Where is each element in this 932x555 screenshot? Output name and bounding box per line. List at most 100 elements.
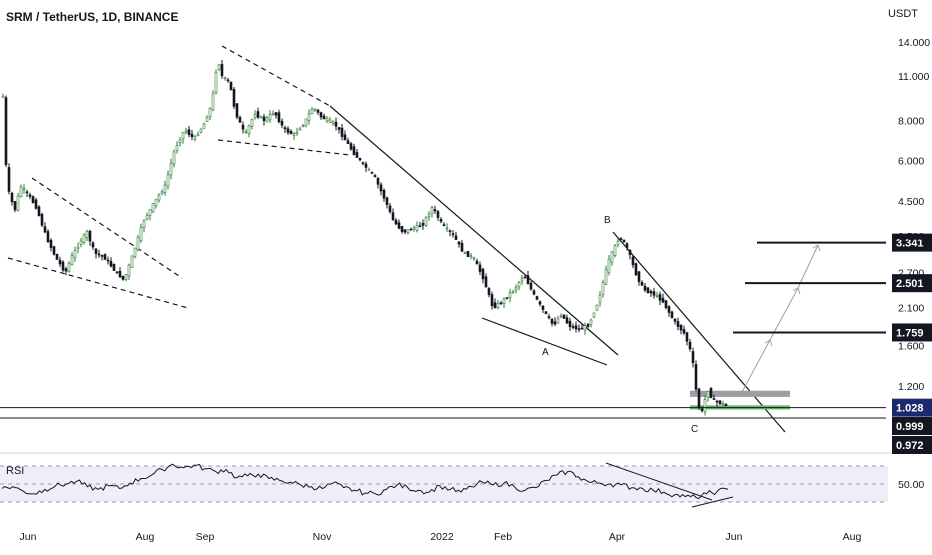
candle-body <box>658 294 662 301</box>
candle-body <box>262 116 266 121</box>
date-tick-label: Sep <box>196 531 215 543</box>
candle-body <box>652 291 656 296</box>
candle-body <box>220 64 224 77</box>
candle-body <box>376 178 380 185</box>
candle-body <box>403 229 407 233</box>
candle-body <box>469 255 473 258</box>
candle-body <box>214 71 218 93</box>
candle-body <box>337 127 341 130</box>
candle-body <box>253 114 257 119</box>
wedge-upper-line-1 <box>31 177 183 279</box>
candle-body <box>178 139 182 143</box>
candle-body <box>235 103 239 118</box>
candle-body <box>268 114 272 121</box>
currency-label: USDT <box>888 8 918 20</box>
candle-body <box>685 332 689 342</box>
date-tick-label: Apr <box>609 531 626 543</box>
candle-body <box>64 268 68 272</box>
wedge-lower-line-2 <box>217 139 351 156</box>
candle-body <box>640 282 644 286</box>
current-price-label: 1.028 <box>896 403 924 415</box>
candle-body <box>397 222 401 229</box>
target-price-label-3: 1.759 <box>896 327 924 339</box>
candle-body <box>37 206 41 217</box>
candle-body <box>196 134 200 136</box>
candle-body <box>634 263 638 276</box>
candle-body <box>664 300 668 309</box>
candle-body <box>547 316 551 319</box>
candle-body <box>676 321 680 327</box>
candle-body <box>583 325 587 331</box>
candle-body <box>553 321 557 325</box>
candle-body <box>250 119 254 127</box>
candle-body <box>238 117 242 123</box>
candle-body <box>283 127 287 130</box>
candle-body <box>646 287 650 293</box>
wave-label-a: A <box>542 347 549 358</box>
candle-body <box>298 128 302 131</box>
candle-body <box>532 290 536 295</box>
date-tick-label: Jun <box>20 531 37 543</box>
candle-body <box>319 112 323 118</box>
candle-body <box>472 257 476 260</box>
candle-body <box>520 278 524 282</box>
candle-body <box>700 408 704 411</box>
candle-body <box>148 209 152 216</box>
candle-body <box>304 118 308 127</box>
candle-body <box>58 259 62 265</box>
candle-body <box>574 325 578 330</box>
candle-body <box>310 109 314 115</box>
candle-body <box>679 324 683 331</box>
candle-body <box>199 128 203 133</box>
target-price-tag-1 <box>892 233 932 252</box>
candle-body <box>172 151 176 165</box>
candle-body <box>511 290 515 293</box>
candle-body <box>118 270 122 278</box>
candle-body <box>367 168 371 171</box>
candle-body <box>628 249 632 256</box>
candle-body <box>514 286 518 290</box>
candle-body <box>502 298 506 304</box>
candle-body <box>121 275 125 280</box>
candle-body <box>580 327 584 330</box>
candle-body <box>22 188 26 190</box>
candle-body <box>436 211 440 218</box>
candle-body <box>637 271 641 282</box>
candle-body <box>352 146 356 155</box>
candle-body <box>667 306 671 313</box>
candle-body <box>265 117 269 122</box>
candle-body <box>124 274 128 280</box>
candle-body <box>289 130 293 135</box>
candle-body <box>295 131 299 134</box>
candle-body <box>595 304 599 311</box>
candle-body <box>454 235 458 240</box>
candle-body <box>571 326 575 328</box>
candle-body <box>100 254 104 257</box>
candle-body <box>493 302 497 308</box>
candle-body <box>385 197 389 205</box>
candle-body <box>244 131 248 133</box>
candle-body <box>316 109 320 113</box>
candle-body <box>163 184 167 193</box>
candle-body <box>415 225 419 231</box>
candle-body <box>13 201 17 211</box>
wedge-lower-line-1 <box>7 257 189 309</box>
candle-body <box>277 112 281 123</box>
candle-body <box>31 196 35 204</box>
candle-body <box>229 81 233 91</box>
candle-body <box>655 295 659 297</box>
candle-body <box>556 318 560 324</box>
candle-body <box>271 113 275 116</box>
candle-body <box>451 233 455 235</box>
candle-body <box>103 254 107 260</box>
candle-body <box>331 121 335 124</box>
candle-body <box>184 130 188 133</box>
candle-body <box>505 297 509 299</box>
candle-body <box>631 256 635 266</box>
candle-body <box>712 398 716 400</box>
wedge-upper-line-2 <box>221 45 331 107</box>
candle-body <box>16 195 20 211</box>
candle-body <box>589 319 593 325</box>
candle-body <box>280 120 284 126</box>
